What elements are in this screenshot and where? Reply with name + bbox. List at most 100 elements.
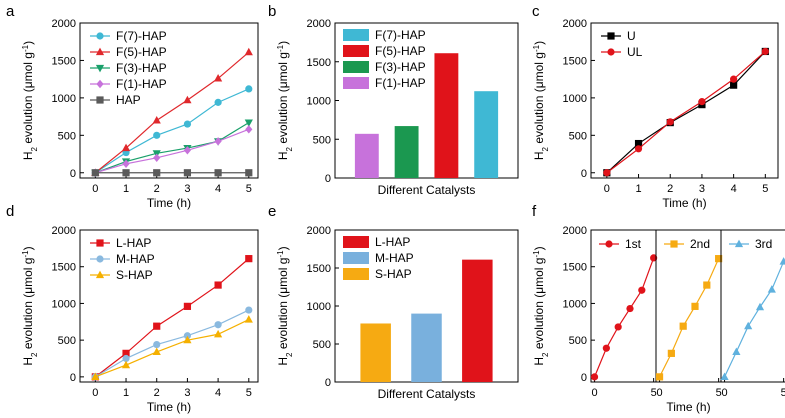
legend-marker bbox=[96, 79, 104, 89]
legend-label: F(5)-HAP bbox=[375, 44, 426, 58]
data-point-F(1)-HAP bbox=[245, 125, 253, 134]
y-tick-label: 2000 bbox=[563, 18, 587, 30]
data-point-2nd bbox=[703, 281, 711, 289]
x-tick-label: 5 bbox=[762, 183, 768, 195]
data-point-HAP bbox=[214, 169, 222, 177]
legend-marker bbox=[96, 239, 104, 247]
series-line-1st bbox=[593, 257, 655, 378]
data-point-F(1)-HAP bbox=[214, 137, 222, 146]
legend-label: M-HAP bbox=[375, 251, 414, 265]
y-tick-label: 1500 bbox=[52, 55, 76, 67]
legend-label: M-HAP bbox=[116, 252, 155, 266]
y-axis-label: H2 evolution (μmol g-1) bbox=[21, 41, 39, 160]
legend-label: UL bbox=[627, 45, 643, 59]
data-point-HAP bbox=[91, 169, 99, 177]
data-point-L-HAP bbox=[245, 255, 253, 263]
data-point-1st bbox=[638, 286, 646, 294]
data-point-1st bbox=[626, 304, 634, 313]
data-point-S-HAP bbox=[152, 347, 161, 355]
x-axis-label: Different Catalysts bbox=[378, 387, 476, 401]
panel-a: a 0 500 1000 1500 2000 0 1 2 3 4 5 Time (h) H2 evolut… bbox=[6, 3, 259, 210]
legend-swatch bbox=[343, 236, 369, 248]
plot-frame bbox=[590, 229, 785, 383]
legend-marker bbox=[95, 64, 105, 73]
x-tick-label: 0 bbox=[92, 387, 98, 399]
panel-label: c bbox=[532, 3, 540, 20]
series-line-F(7)-HAP bbox=[95, 88, 250, 174]
y-tick-label: 1500 bbox=[307, 57, 331, 69]
data-point-L-HAP bbox=[153, 322, 161, 330]
y-tick-label: 500 bbox=[569, 130, 587, 142]
data-point-UL bbox=[698, 98, 706, 106]
data-point-3rd bbox=[720, 372, 729, 380]
panel-e: e 0 500 1000 1500 2000 Different Catalysts H2 e… bbox=[268, 203, 519, 401]
legend-label: 2nd bbox=[690, 237, 710, 251]
legend-swatch bbox=[343, 77, 369, 89]
y-tick-label: 500 bbox=[58, 130, 76, 142]
data-point-F(5)-HAP bbox=[183, 95, 192, 104]
x-tick-label: 0 bbox=[604, 183, 610, 195]
data-point-M-HAP bbox=[183, 332, 192, 340]
data-point-F(5)-HAP bbox=[244, 47, 253, 56]
legend-marker bbox=[95, 270, 105, 279]
y-tick-label: 1000 bbox=[563, 93, 587, 105]
panel-label: f bbox=[532, 203, 537, 220]
data-point-HAP bbox=[153, 169, 161, 177]
y-tick-label: 0 bbox=[581, 168, 587, 180]
data-point-M-HAP bbox=[214, 321, 222, 329]
bar-F(7)-HAP bbox=[474, 91, 499, 178]
data-point-1st bbox=[614, 323, 622, 331]
series-line-F(3)-HAP bbox=[95, 122, 250, 174]
data-point-HAP bbox=[183, 169, 192, 177]
data-point-S-HAP bbox=[91, 372, 100, 380]
data-point-2nd bbox=[655, 373, 664, 381]
legend-label: F(1)-HAP bbox=[116, 77, 167, 91]
data-point-L-HAP bbox=[183, 302, 192, 310]
y-tick-label: 1000 bbox=[563, 298, 587, 310]
series-line-F(5)-HAP bbox=[94, 51, 250, 174]
plot-frame bbox=[79, 229, 259, 383]
legend-label: 1st bbox=[625, 237, 642, 251]
x-tick-label: 1 bbox=[635, 183, 641, 195]
x-axis-label: Time (h) bbox=[666, 400, 710, 414]
data-point-3rd bbox=[732, 347, 741, 355]
panel-b: b 0 500 1000 1500 2000 Different Catalysts H2 e… bbox=[268, 3, 519, 197]
legend-marker bbox=[605, 240, 613, 248]
data-point-U bbox=[634, 139, 643, 148]
legend-label: S-HAP bbox=[375, 267, 412, 281]
data-point-HAP bbox=[245, 169, 253, 177]
x-axis-label: Time (h) bbox=[662, 196, 706, 210]
legend-label: S-HAP bbox=[116, 268, 153, 282]
data-point-1st bbox=[602, 344, 610, 352]
legend-marker bbox=[96, 255, 104, 263]
x-tick-label: 0 bbox=[92, 183, 98, 195]
y-tick-label: 1500 bbox=[307, 263, 331, 275]
legend-marker bbox=[734, 239, 744, 248]
panel-label: b bbox=[268, 3, 276, 20]
data-point-UL bbox=[761, 47, 769, 56]
data-point-S-HAP bbox=[183, 335, 192, 344]
x-tick-label: 1 bbox=[123, 387, 129, 399]
data-point-1st bbox=[590, 373, 599, 381]
data-point-3rd bbox=[779, 257, 785, 265]
plot-frame bbox=[590, 22, 779, 179]
y-tick-label: 0 bbox=[581, 372, 587, 384]
x-tick-label: 5 bbox=[716, 387, 722, 399]
x-tick-label: 5 bbox=[651, 387, 657, 399]
legend-marker bbox=[96, 96, 104, 104]
x-tick-label: 0 bbox=[656, 387, 662, 399]
data-point-3rd bbox=[744, 321, 753, 330]
legend-label: HAP bbox=[116, 93, 141, 107]
x-tick-label: 0 bbox=[591, 387, 597, 399]
legend-label: L-HAP bbox=[116, 236, 151, 250]
y-tick-label: 1000 bbox=[52, 298, 76, 310]
legend-label: F(3)-HAP bbox=[116, 61, 167, 75]
x-tick-label: 0 bbox=[721, 387, 727, 399]
data-point-F(1)-HAP bbox=[122, 159, 130, 168]
data-point-2nd bbox=[667, 349, 675, 357]
y-tick-label: 2000 bbox=[52, 18, 76, 30]
y-tick-label: 1500 bbox=[563, 262, 587, 274]
series-line-U bbox=[606, 51, 766, 174]
